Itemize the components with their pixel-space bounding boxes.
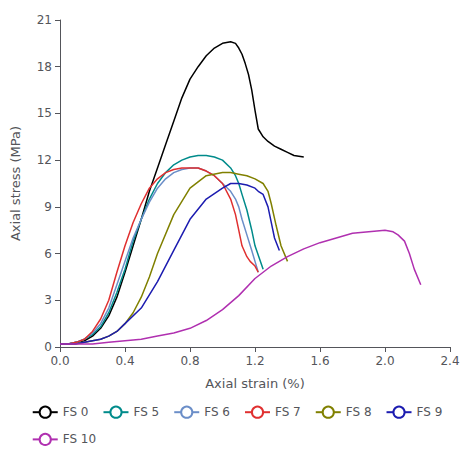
svg-text:FS 9: FS 9 <box>417 405 443 419</box>
svg-text:Axial stress (MPa): Axial stress (MPa) <box>8 126 23 241</box>
svg-text:15: 15 <box>37 106 52 120</box>
svg-text:FS 10: FS 10 <box>63 432 96 446</box>
svg-text:0: 0 <box>44 340 52 354</box>
svg-text:2.0: 2.0 <box>375 354 394 368</box>
svg-text:FS 8: FS 8 <box>346 405 372 419</box>
svg-text:1.2: 1.2 <box>245 354 264 368</box>
svg-text:FS 0: FS 0 <box>63 405 89 419</box>
svg-text:FS 7: FS 7 <box>275 405 301 419</box>
svg-text:1.6: 1.6 <box>310 354 329 368</box>
svg-text:6: 6 <box>44 247 52 261</box>
svg-text:FS 5: FS 5 <box>133 405 159 419</box>
svg-text:0.0: 0.0 <box>50 354 69 368</box>
svg-text:Axial strain (%): Axial strain (%) <box>205 376 305 391</box>
svg-text:FS 6: FS 6 <box>204 405 230 419</box>
svg-text:12: 12 <box>37 153 52 167</box>
svg-text:21: 21 <box>37 13 52 27</box>
svg-text:2.4: 2.4 <box>440 354 459 368</box>
svg-text:3: 3 <box>44 293 52 307</box>
svg-text:0.8: 0.8 <box>180 354 199 368</box>
svg-text:18: 18 <box>37 60 52 74</box>
svg-text:0.4: 0.4 <box>115 354 134 368</box>
svg-text:9: 9 <box>44 200 52 214</box>
